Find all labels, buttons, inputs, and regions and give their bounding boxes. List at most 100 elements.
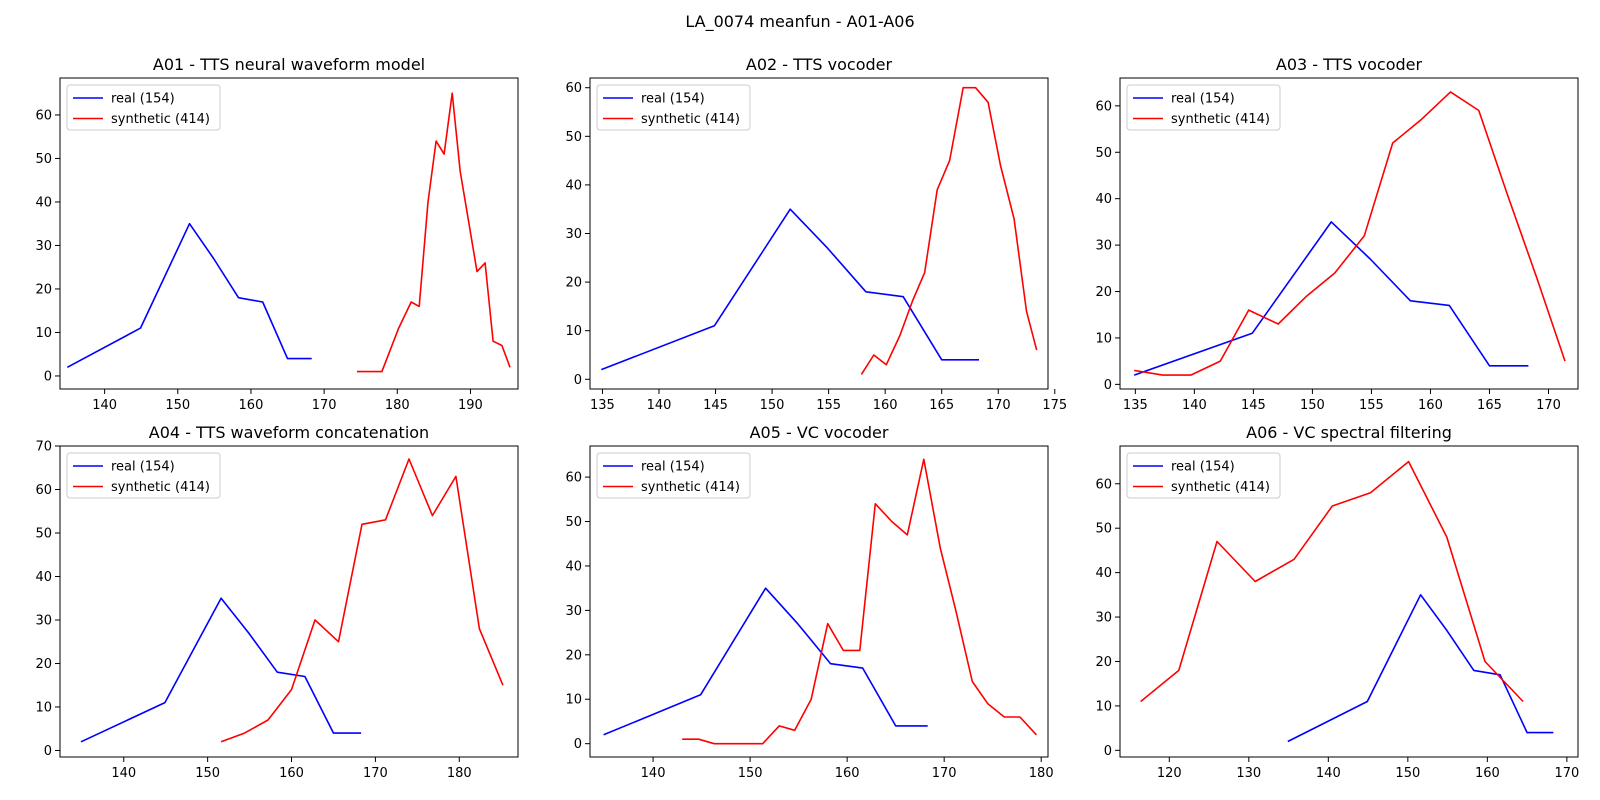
x-tick-label: 170 xyxy=(932,766,957,781)
y-tick-label: 0 xyxy=(574,373,582,388)
x-tick-label: 170 xyxy=(1554,766,1579,781)
x-tick-label: 140 xyxy=(111,766,136,781)
y-tick-label: 20 xyxy=(35,282,52,297)
legend-label: synthetic (414) xyxy=(111,480,210,495)
subplot: A05 - VC vocoder 140 150 160 170 180 0 10 20 30 40… xyxy=(565,423,1053,781)
legend-box xyxy=(66,84,221,131)
x-tick-label: 145 xyxy=(703,398,728,413)
subplot-title: A01 - TTS neural waveform model xyxy=(153,55,425,74)
y-tick-label: 40 xyxy=(35,570,52,585)
series-line xyxy=(80,597,362,743)
series-line xyxy=(860,86,1038,375)
y-tick-label: 0 xyxy=(1104,378,1112,393)
x-tick-label: 165 xyxy=(1477,398,1502,413)
legend-label: real (154) xyxy=(111,460,175,475)
legend-label: synthetic (414) xyxy=(641,112,740,127)
y-tick-label: 50 xyxy=(565,515,582,530)
y-tick-label: 60 xyxy=(35,483,52,498)
y-tick-label: 40 xyxy=(1095,566,1112,581)
y-tick-label: 0 xyxy=(574,737,582,752)
series-line xyxy=(357,92,511,373)
legend-label: synthetic (414) xyxy=(641,480,740,495)
legend-label: real (154) xyxy=(111,92,175,107)
y-tick-label: 50 xyxy=(1095,522,1112,537)
y-tick-label: 30 xyxy=(1095,611,1112,626)
x-tick-label: 145 xyxy=(1241,398,1266,413)
x-tick-label: 170 xyxy=(312,398,337,413)
x-tick-label: 150 xyxy=(1395,766,1420,781)
legend-box xyxy=(1126,84,1281,131)
subplot-title: A02 - TTS vocoder xyxy=(746,55,893,74)
legend-box xyxy=(66,452,221,499)
x-tick-label: 165 xyxy=(929,398,954,413)
legend-box xyxy=(596,452,751,499)
x-tick-label: 170 xyxy=(986,398,1011,413)
subplot: A01 - TTS neural waveform model 140 150 160… xyxy=(35,55,519,413)
y-tick-label: 20 xyxy=(565,648,582,663)
y-tick-label: 40 xyxy=(1095,192,1112,207)
x-tick-label: 160 xyxy=(239,398,264,413)
y-tick-label: 40 xyxy=(35,195,52,210)
x-tick-label: 180 xyxy=(447,766,472,781)
y-tick-label: 50 xyxy=(35,152,52,167)
legend-label: synthetic (414) xyxy=(1171,112,1270,127)
x-tick-label: 160 xyxy=(873,398,898,413)
y-tick-label: 70 xyxy=(35,440,52,455)
y-tick-label: 30 xyxy=(35,239,52,254)
x-tick-label: 135 xyxy=(1123,398,1148,413)
axes-frame xyxy=(59,445,519,758)
x-tick-label: 150 xyxy=(165,398,190,413)
y-tick-label: 10 xyxy=(1095,699,1112,714)
x-tick-label: 140 xyxy=(1182,398,1207,413)
x-tick-label: 135 xyxy=(590,398,615,413)
x-tick-label: 160 xyxy=(835,766,860,781)
subplot: A06 - VC spectral filtering 120 130 140 150 1… xyxy=(1095,423,1579,781)
x-tick-label: 150 xyxy=(760,398,785,413)
series-line xyxy=(601,208,979,371)
x-tick-label: 180 xyxy=(1029,766,1054,781)
y-tick-label: 0 xyxy=(1104,744,1112,759)
y-tick-label: 50 xyxy=(1095,146,1112,161)
legend-label: synthetic (414) xyxy=(111,112,210,127)
y-tick-label: 20 xyxy=(565,276,582,291)
series-line xyxy=(1133,221,1529,376)
y-tick-label: 60 xyxy=(565,471,582,486)
axes-frame xyxy=(59,77,519,390)
y-tick-label: 20 xyxy=(35,657,52,672)
x-tick-label: 150 xyxy=(1300,398,1325,413)
x-tick-label: 130 xyxy=(1236,766,1261,781)
x-tick-label: 155 xyxy=(1359,398,1384,413)
y-tick-label: 40 xyxy=(565,178,582,193)
series-line xyxy=(220,458,504,743)
subplot-title: A03 - TTS vocoder xyxy=(1276,55,1423,74)
x-tick-label: 140 xyxy=(92,398,117,413)
subplot-title: A06 - VC spectral filtering xyxy=(1246,423,1452,442)
y-tick-label: 30 xyxy=(35,613,52,628)
series-line xyxy=(66,222,312,369)
x-tick-label: 160 xyxy=(279,766,304,781)
y-tick-label: 10 xyxy=(1095,331,1112,346)
x-tick-label: 155 xyxy=(816,398,841,413)
axes-frame xyxy=(1119,77,1579,390)
x-tick-label: 175 xyxy=(1042,398,1067,413)
x-tick-label: 140 xyxy=(641,766,666,781)
axes-frame xyxy=(589,445,1049,758)
x-tick-label: 180 xyxy=(385,398,410,413)
x-tick-label: 170 xyxy=(1536,398,1561,413)
y-tick-label: 60 xyxy=(565,81,582,96)
legend-label: real (154) xyxy=(1171,460,1235,475)
series-line xyxy=(603,587,928,736)
y-tick-label: 50 xyxy=(565,130,582,145)
y-tick-label: 20 xyxy=(1095,285,1112,300)
legend-label: real (154) xyxy=(641,92,705,107)
x-tick-label: 190 xyxy=(458,398,483,413)
axes-frame xyxy=(1119,445,1579,758)
x-tick-label: 120 xyxy=(1157,766,1182,781)
series-line xyxy=(682,458,1037,745)
series-line xyxy=(1134,91,1566,376)
y-tick-label: 0 xyxy=(44,369,52,384)
y-tick-label: 30 xyxy=(565,604,582,619)
x-tick-label: 140 xyxy=(647,398,672,413)
